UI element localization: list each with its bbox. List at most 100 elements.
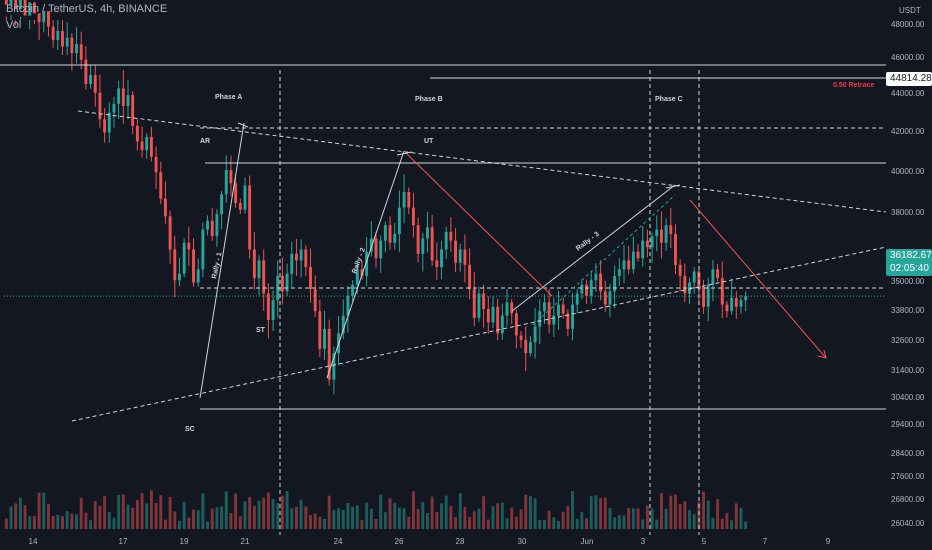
volume-bar xyxy=(234,493,238,529)
label-phase-a: Phase A xyxy=(215,94,242,101)
volume-bar xyxy=(309,515,312,529)
candle-body xyxy=(435,260,439,268)
candle-body xyxy=(744,296,748,301)
candle-body xyxy=(4,0,8,5)
candle-body xyxy=(388,225,392,243)
volume-bar xyxy=(533,498,537,529)
volume-bar xyxy=(458,493,462,529)
volume-bar xyxy=(449,505,453,529)
label-rally-2: Rally - 2 xyxy=(351,247,367,275)
candle-body xyxy=(613,275,617,292)
volume-bar xyxy=(346,502,350,529)
candle-body xyxy=(510,302,514,314)
candle-body xyxy=(271,300,275,321)
volume-bar xyxy=(716,499,720,529)
volume-bar xyxy=(117,494,121,529)
volume-bar xyxy=(28,516,32,529)
volume-bar xyxy=(416,509,420,529)
volume-bar xyxy=(585,518,589,529)
candle-body xyxy=(496,306,500,334)
volume-bar xyxy=(402,508,406,529)
price-tick-label: 26040.00 xyxy=(891,519,925,528)
price-tick-label: 27600.00 xyxy=(891,472,925,481)
candle-body xyxy=(32,2,36,14)
volume-bar xyxy=(149,490,153,529)
volume-bar xyxy=(210,508,214,529)
volume-bar xyxy=(440,503,443,529)
candle-body xyxy=(168,216,172,250)
lower-trendline[interactable] xyxy=(71,246,887,422)
volume-bar xyxy=(243,501,247,529)
candle-body xyxy=(739,300,743,307)
volume-bar xyxy=(543,519,546,529)
volume-bar xyxy=(683,501,687,529)
volume-bar xyxy=(220,506,224,529)
volume-bar xyxy=(215,507,219,529)
candle-body xyxy=(566,313,570,329)
rally-1-line[interactable] xyxy=(199,122,245,399)
candle-body xyxy=(149,136,153,157)
down-arrow-1[interactable] xyxy=(404,151,553,297)
candle-body xyxy=(697,271,701,287)
label-ut: UT xyxy=(424,138,434,145)
volume-bar xyxy=(397,507,401,529)
volume-bar xyxy=(711,517,715,529)
symbol-legend[interactable]: Bitcoin / TetherUS, 4h, BINANCE xyxy=(6,3,168,15)
candle-body xyxy=(706,284,710,307)
time-tick-label: 19 xyxy=(180,537,189,546)
volume-bar xyxy=(463,507,467,529)
candles xyxy=(4,0,748,395)
candle-body xyxy=(299,249,303,261)
volume-bar xyxy=(131,507,135,529)
candle-body xyxy=(369,238,373,252)
candle-body xyxy=(89,75,93,84)
volume-bar xyxy=(444,495,448,529)
volume-bar xyxy=(383,512,387,529)
volume-bar xyxy=(65,511,69,529)
candle-body xyxy=(711,269,715,285)
candle-body xyxy=(262,260,266,294)
volume-bars xyxy=(4,490,748,529)
volume-bar xyxy=(304,506,308,529)
price-tick-label: 48000.00 xyxy=(891,20,925,29)
candle-body xyxy=(117,88,121,104)
candle-body xyxy=(669,225,673,234)
candle-body xyxy=(313,289,317,312)
candle-body xyxy=(547,302,551,325)
volume-bar xyxy=(411,491,415,529)
volume-legend[interactable]: Vol xyxy=(6,19,22,31)
rally-3-line[interactable] xyxy=(511,184,676,312)
candle-body xyxy=(664,225,668,243)
candle-body xyxy=(608,291,612,305)
volume-bar xyxy=(206,521,209,529)
volume-bar xyxy=(603,497,607,529)
candle-body xyxy=(135,125,139,142)
volume-bar xyxy=(613,517,617,529)
down-arrow-2-head xyxy=(817,349,827,359)
upper-trendline[interactable] xyxy=(77,110,887,213)
volume-bar xyxy=(650,508,654,529)
volume-bar xyxy=(664,508,668,529)
label-rally-3: Rally - 3 xyxy=(575,231,601,253)
rally-2-line[interactable] xyxy=(326,150,405,379)
label-phase-c: Phase C xyxy=(655,96,683,103)
phase-c-arrow xyxy=(665,184,681,189)
down-arrow-2[interactable] xyxy=(689,199,827,359)
volume-bar xyxy=(477,508,481,529)
candle-body xyxy=(421,238,425,254)
candle-body xyxy=(524,339,528,354)
candle-body xyxy=(365,251,369,276)
volume-bar xyxy=(238,516,242,529)
volume-bar xyxy=(500,502,504,529)
volume-bar xyxy=(285,491,289,529)
candle-body xyxy=(486,309,490,323)
price-tick-label: 29400.00 xyxy=(891,420,925,429)
candle-body xyxy=(37,13,41,23)
volume-bar xyxy=(98,505,102,529)
price-tick-label: 46000.00 xyxy=(891,53,925,62)
price-tick-label: 32600.00 xyxy=(891,336,925,345)
time-axis[interactable]: 14 17 19 21 24 26 28 30 Jun 3 5 7 9 xyxy=(29,537,831,546)
price-tick-label: 33800.00 xyxy=(891,306,925,315)
rally-3-channel[interactable] xyxy=(532,194,676,326)
